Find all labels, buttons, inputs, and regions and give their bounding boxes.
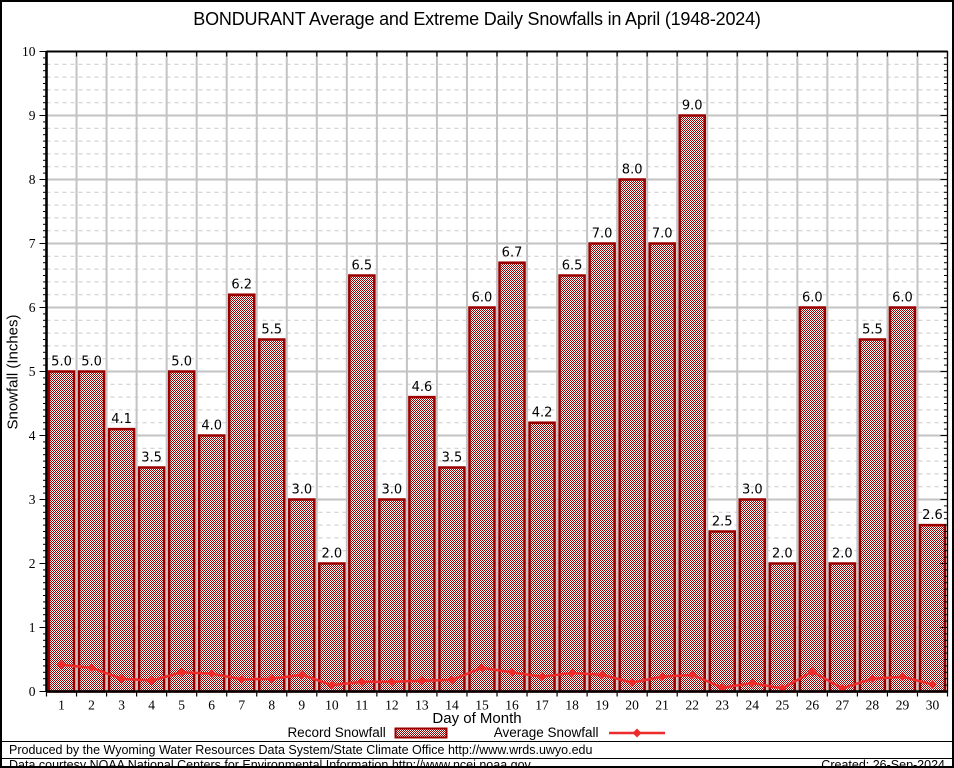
svg-text:2.0: 2.0	[832, 547, 853, 562]
plot-area: 5.0 5.0 4.1 3.5 5.0 4.0 6.2 5.5 3.0 2.0 6.5 3.0 4.6 3…	[22, 44, 949, 713]
svg-text:1: 1	[29, 620, 36, 635]
svg-text:3.0: 3.0	[382, 483, 403, 498]
svg-text:27: 27	[836, 698, 850, 713]
legend-item-record: Record Snowfall	[287, 725, 448, 740]
svg-text:29: 29	[896, 698, 910, 713]
record-snowfall-swatch	[394, 727, 448, 738]
svg-text:21: 21	[655, 698, 669, 713]
svg-text:6.5: 6.5	[562, 259, 583, 274]
svg-text:3.0: 3.0	[291, 483, 312, 498]
svg-text:5.5: 5.5	[261, 323, 282, 338]
footer-row: Data courtesy NOAA National Centers for …	[2, 758, 952, 766]
svg-text:6.0: 6.0	[892, 291, 913, 306]
svg-text:4.1: 4.1	[111, 412, 132, 427]
svg-text:2.5: 2.5	[712, 515, 733, 530]
svg-text:18: 18	[565, 698, 579, 713]
svg-text:5.0: 5.0	[81, 355, 102, 370]
svg-text:30: 30	[926, 698, 940, 713]
svg-text:2.0: 2.0	[772, 547, 793, 562]
svg-text:23: 23	[716, 698, 730, 713]
svg-text:4: 4	[29, 428, 36, 443]
svg-text:6: 6	[208, 698, 215, 713]
legend-average-label: Average Snowfall	[493, 725, 599, 740]
svg-text:9: 9	[298, 698, 305, 713]
average-snowfall-swatch	[608, 728, 665, 737]
svg-text:16: 16	[505, 698, 519, 713]
svg-text:4.2: 4.2	[532, 406, 553, 421]
svg-text:7: 7	[238, 698, 245, 713]
svg-text:2.0: 2.0	[321, 547, 342, 562]
svg-text:7: 7	[29, 236, 36, 251]
svg-text:24: 24	[746, 698, 760, 713]
svg-text:1: 1	[58, 698, 65, 713]
svg-text:3: 3	[118, 698, 125, 713]
svg-text:5: 5	[178, 698, 185, 713]
svg-text:15: 15	[475, 698, 489, 713]
y-axis-label: Snowfall (Inches)	[4, 314, 22, 430]
svg-text:4: 4	[148, 698, 155, 713]
svg-text:8: 8	[29, 172, 36, 187]
svg-text:8: 8	[268, 698, 275, 713]
svg-text:8.0: 8.0	[622, 163, 643, 178]
svg-text:7.0: 7.0	[652, 227, 673, 242]
x-axis-label: Day of Month	[432, 710, 522, 727]
svg-text:9.0: 9.0	[682, 99, 703, 114]
svg-text:5.0: 5.0	[51, 355, 72, 370]
svg-text:10: 10	[22, 44, 36, 59]
created-date: Created: 26-Sep-2024	[821, 758, 945, 768]
svg-text:20: 20	[625, 698, 639, 713]
legend-record-label: Record Snowfall	[287, 725, 386, 740]
svg-text:0: 0	[29, 684, 36, 699]
svg-text:25: 25	[776, 698, 790, 713]
svg-text:2: 2	[88, 698, 95, 713]
legend: Record Snowfall Average Snowfall	[2, 725, 952, 740]
svg-text:6: 6	[29, 300, 36, 315]
svg-text:3: 3	[29, 492, 36, 507]
svg-text:26: 26	[806, 698, 820, 713]
svg-text:3.5: 3.5	[141, 451, 162, 466]
svg-text:14: 14	[445, 698, 459, 713]
svg-text:3.5: 3.5	[442, 451, 463, 466]
svg-text:5.5: 5.5	[862, 323, 883, 338]
svg-text:6.7: 6.7	[502, 246, 523, 261]
footer-attribution-1: Produced by the Wyoming Water Resources …	[2, 741, 952, 759]
svg-text:6.5: 6.5	[352, 259, 373, 274]
svg-text:13: 13	[415, 698, 429, 713]
svg-text:22: 22	[685, 698, 699, 713]
svg-text:5: 5	[29, 364, 36, 379]
svg-text:7.0: 7.0	[592, 227, 613, 242]
chart-title: BONDURANT Average and Extreme Daily Snow…	[193, 9, 761, 29]
footer-attribution-2: Data courtesy NOAA National Centers for …	[9, 758, 531, 768]
svg-text:3.0: 3.0	[742, 483, 763, 498]
svg-text:11: 11	[355, 698, 368, 713]
svg-text:4.0: 4.0	[201, 419, 222, 434]
svg-text:5.0: 5.0	[171, 355, 192, 370]
svg-text:4.6: 4.6	[412, 380, 433, 395]
svg-text:9: 9	[29, 108, 36, 123]
svg-text:6.0: 6.0	[802, 291, 823, 306]
svg-text:10: 10	[325, 698, 339, 713]
svg-text:6.0: 6.0	[472, 291, 493, 306]
svg-text:17: 17	[535, 698, 549, 713]
svg-text:2.6: 2.6	[922, 508, 943, 523]
svg-text:2: 2	[29, 556, 36, 571]
legend-item-average: Average Snowfall	[494, 725, 667, 740]
svg-text:6.2: 6.2	[231, 278, 252, 293]
svg-text:12: 12	[385, 698, 399, 713]
svg-text:19: 19	[595, 698, 609, 713]
svg-text:28: 28	[866, 698, 880, 713]
